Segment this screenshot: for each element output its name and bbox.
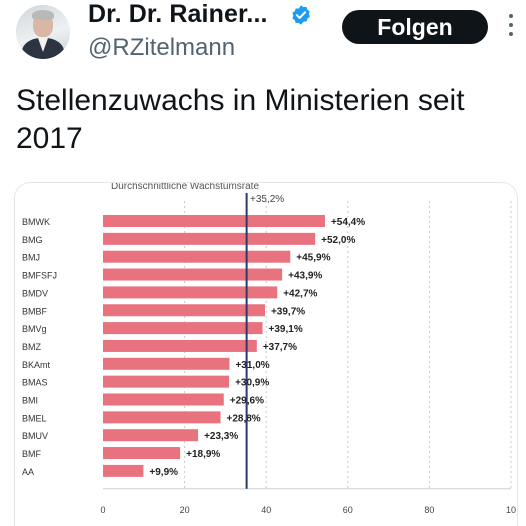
category-label: BMEL (22, 413, 47, 423)
category-label: BMWK (22, 217, 50, 227)
tweet-text: Stellenzuwachs in Ministerien seit 2017 (16, 84, 465, 155)
author-name[interactable]: Dr. Dr. Rainer... (88, 0, 268, 28)
value-label: +31,0% (235, 360, 269, 371)
chart-image[interactable]: BMWK +54,4% BMG +52,0% BMJ +45,9% BMFSFJ +43,9%… (14, 182, 518, 526)
value-label: +23,3% (204, 431, 238, 442)
value-label: +43,9% (288, 271, 322, 282)
value-label: +39,7% (271, 306, 305, 317)
reference-line-title: Durchschnittliche Wachstumsrate (111, 183, 259, 192)
x-tick-label: 10 (506, 505, 516, 515)
bar (103, 268, 283, 281)
bar (103, 232, 316, 245)
bar (103, 357, 230, 370)
x-tick-label: 80 (424, 505, 434, 515)
avatar-hair (32, 10, 54, 20)
x-tick-label: 20 (180, 505, 190, 515)
bar (103, 429, 199, 442)
verified-badge-icon (292, 5, 310, 25)
bar (103, 322, 263, 335)
more-options-icon[interactable] (508, 14, 514, 40)
x-tick-label: 0 (100, 505, 105, 515)
bar (103, 304, 265, 317)
value-label: +28,8% (227, 413, 261, 424)
bar (103, 464, 144, 477)
value-label: +54,4% (331, 217, 365, 228)
value-label: +45,9% (296, 253, 330, 264)
bar (103, 250, 291, 263)
x-tick-label: 40 (261, 505, 271, 515)
value-label: +52,0% (321, 235, 355, 246)
category-label: AA (22, 467, 34, 477)
value-label: +39,1% (269, 324, 303, 335)
category-label: BMJ (22, 253, 40, 263)
x-tick-label: 60 (343, 505, 353, 515)
avatar[interactable] (16, 5, 70, 59)
bar (103, 393, 224, 406)
bar-chart: BMWK +54,4% BMG +52,0% BMJ +45,9% BMFSFJ +43,9%… (22, 183, 516, 515)
category-label: BMF (22, 449, 42, 459)
category-label: BMFSFJ (22, 271, 57, 281)
category-label: BMBF (22, 306, 48, 316)
value-label: +18,9% (186, 449, 220, 460)
value-label: +30,9% (235, 378, 269, 389)
bar (103, 339, 257, 352)
category-label: BMDV (22, 288, 48, 298)
category-label: BKAmt (22, 360, 51, 370)
value-label: +42,7% (283, 288, 317, 299)
bar (103, 411, 221, 424)
value-label: +9,9% (149, 467, 178, 478)
bar (103, 215, 325, 227)
category-label: BMG (22, 235, 43, 245)
author-handle[interactable]: @RZitelmann (88, 34, 236, 61)
follow-button[interactable]: Folgen (342, 10, 488, 44)
category-label: BMAS (22, 378, 48, 388)
reference-line-value: +35,2% (250, 194, 284, 205)
category-label: BMUV (22, 431, 48, 441)
avatar-shirt (38, 38, 48, 52)
category-label: BMI (22, 396, 38, 406)
bar (103, 375, 230, 388)
bar (103, 286, 278, 299)
category-label: BMZ (22, 342, 42, 352)
bar (103, 447, 181, 460)
value-label: +37,7% (263, 342, 297, 353)
category-label: BMVg (22, 324, 47, 334)
